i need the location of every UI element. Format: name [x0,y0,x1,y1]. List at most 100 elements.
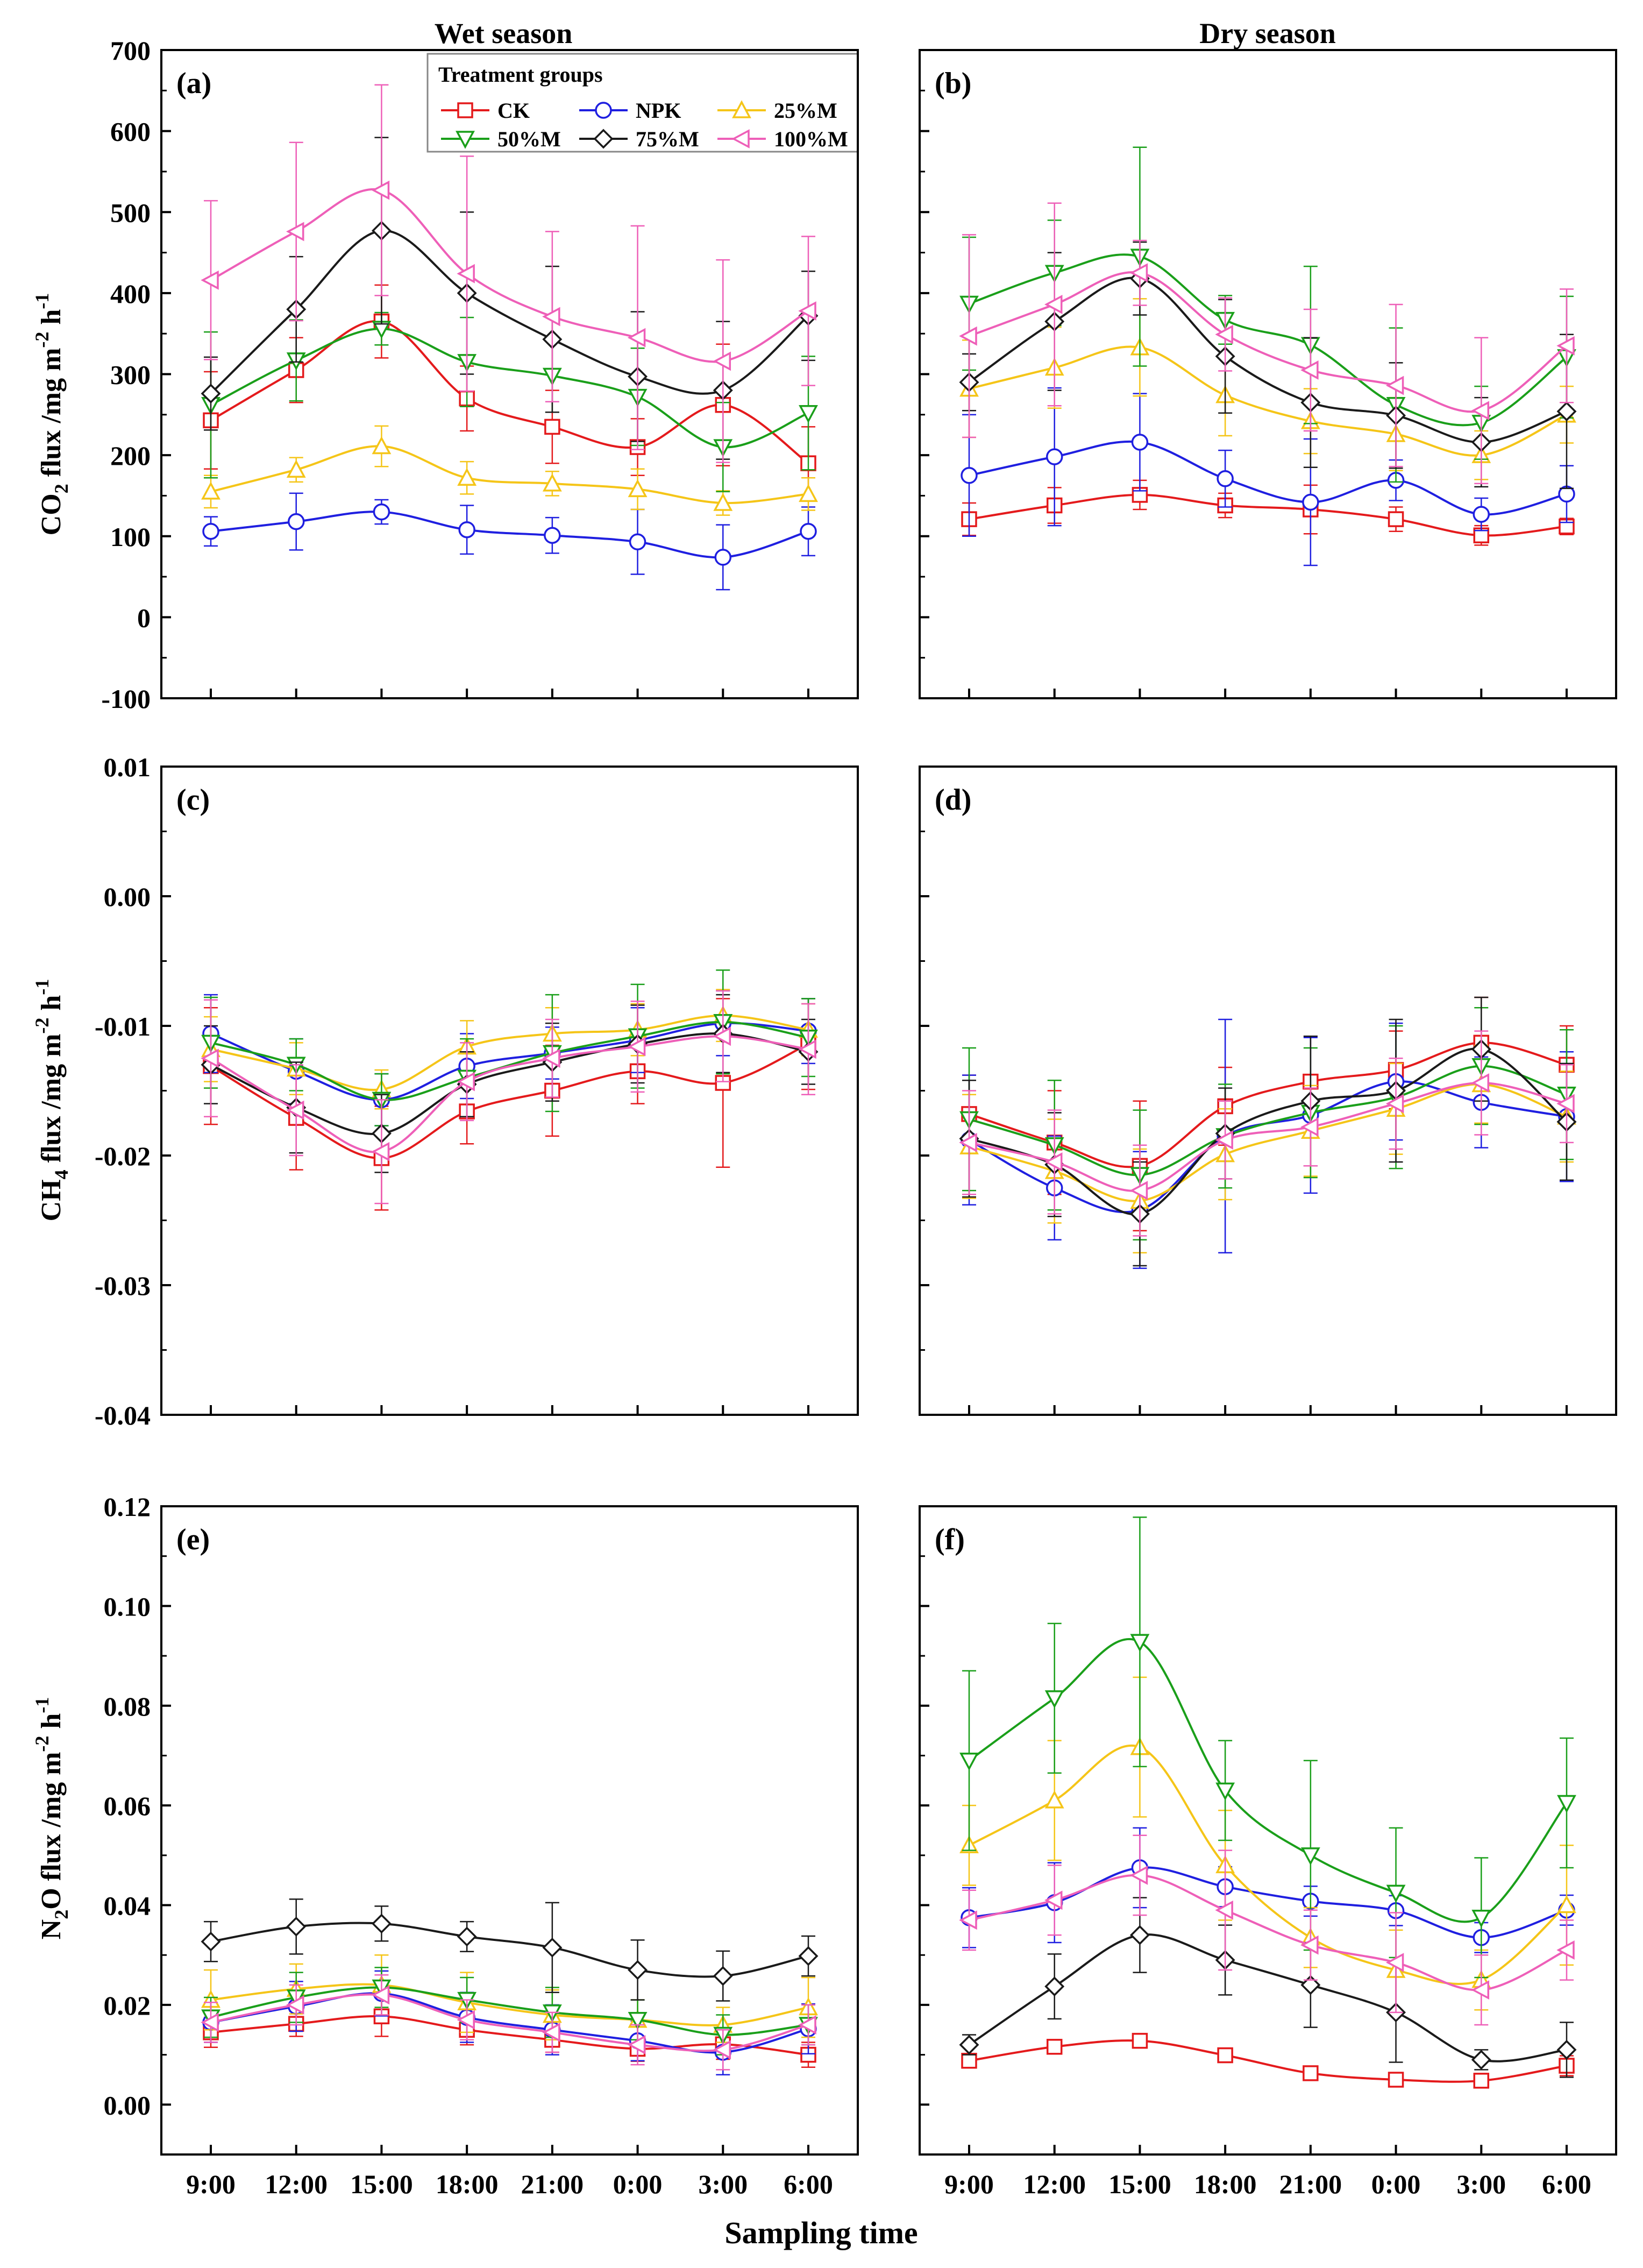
dry-season-title: Dry season [1199,17,1336,49]
series-line [969,2039,1567,2083]
data-point [798,2015,816,2035]
series-line [210,1992,809,2054]
panel-f-label: (f) [935,1523,965,1556]
series-line [969,493,1567,537]
legend-marker [732,100,751,118]
data-point [1385,1953,1404,1973]
x-tick-label: 9:00 [186,2169,236,2199]
data-point [373,503,390,521]
y-label-co2-sup1: -2 [31,332,53,348]
legend-entry-75pctm: 75%M [579,127,699,151]
data-point [1131,434,1149,451]
data-point [544,527,561,544]
panel-e-frame [160,1505,859,2156]
data-point [1044,1690,1064,1709]
series-f-ck [961,2032,1575,2089]
y-label-ch4-pre: CH [36,1179,67,1221]
data-point [1471,1980,1490,2000]
data-point [961,2052,977,2069]
data-point [542,1048,560,1068]
series-line [969,1041,1567,1168]
data-point [1473,506,1490,523]
x-tick-label: 9:00 [944,2169,994,2199]
y-label-ch4-mid2: h [36,995,67,1018]
data-point [1130,1634,1150,1652]
data-point [1388,511,1404,527]
data-point [627,2035,646,2054]
y-label-co2-mid2: h [36,309,67,332]
data-point [542,473,562,492]
data-point [1303,2065,1319,2081]
y-tick-label: 0.00 [104,2090,151,2120]
data-point [286,459,306,478]
data-point [628,2011,648,2030]
data-point [286,222,304,242]
data-point [1388,2072,1404,2088]
wet-season-title: Wet season [435,17,573,49]
legend-entry-npk: NPK [579,98,681,123]
data-point [959,1752,979,1771]
data-point [1471,401,1490,421]
data-point [629,533,646,551]
data-point [201,384,221,404]
y-tick-label: 700 [110,36,151,66]
data-point [1044,295,1063,314]
y-axis-label-co2: CO2 flux /mg m-2 h-1 [31,293,72,536]
data-point [458,521,475,538]
data-point [798,1946,819,1966]
data-point [202,522,219,540]
data-point [1471,1909,1491,1928]
y-tick-label: 0.08 [104,1691,151,1721]
data-point [457,467,477,486]
data-point [371,1985,390,2005]
data-point [1215,324,1233,344]
data-point [959,2035,979,2055]
x-tick-label: 15:00 [350,2169,413,2199]
series-line [210,2015,809,2056]
data-point [1045,448,1063,465]
data-point [1385,375,1404,395]
data-point [1556,401,1577,422]
x-tick-label: 18:00 [436,2169,499,2199]
series-line [210,511,809,559]
y-label-n2o-sup1: -2 [31,1736,53,1752]
y-axis-label-ch4: CH4 flux /mg m-2 h-1 [31,979,72,1222]
data-point [1215,1900,1233,1920]
y-tick-label: 0.02 [104,1990,151,2021]
data-point [201,1048,219,1068]
data-point [627,328,646,348]
legend: Treatment groups CK NPK 25%M 50%M 75%M 100%M [426,53,859,153]
data-point [1129,263,1148,283]
data-point [457,1072,475,1092]
x-tick-label: 21:00 [1279,2169,1342,2199]
data-point [627,1037,646,1057]
data-point [1556,2039,1577,2060]
y-tick-label: 0.12 [104,1492,151,1522]
data-point [1386,1884,1406,1903]
series-e-100pctm [201,1974,816,2071]
panel-a-label: (a) [176,67,211,100]
data-point [1044,1790,1064,1809]
y-tick-label: 0.00 [104,882,151,912]
data-point [1300,1117,1319,1137]
series-line [210,1922,809,1978]
data-point [1302,493,1319,511]
data-point [1557,1895,1576,1913]
data-point [1129,1866,1148,1885]
y-label-n2o-pre: N [36,1919,67,1940]
y-label-n2o-mid: O flux /mg m [36,1752,67,1910]
legend-label: CK [497,98,530,123]
x-tick-label: 0:00 [1371,2169,1421,2199]
data-point [798,301,816,321]
y-tick-label: -0.02 [95,1141,151,1171]
series-b-100pctm [959,202,1575,485]
x-tick-label: 18:00 [1194,2169,1257,2199]
data-point [286,1916,307,1937]
data-point [201,2012,219,2032]
legend-label: 75%M [636,127,699,151]
series-line [210,1986,809,2036]
data-point [714,549,732,566]
y-tick-label: 0.10 [104,1591,151,1621]
series-line [969,1082,1567,1192]
